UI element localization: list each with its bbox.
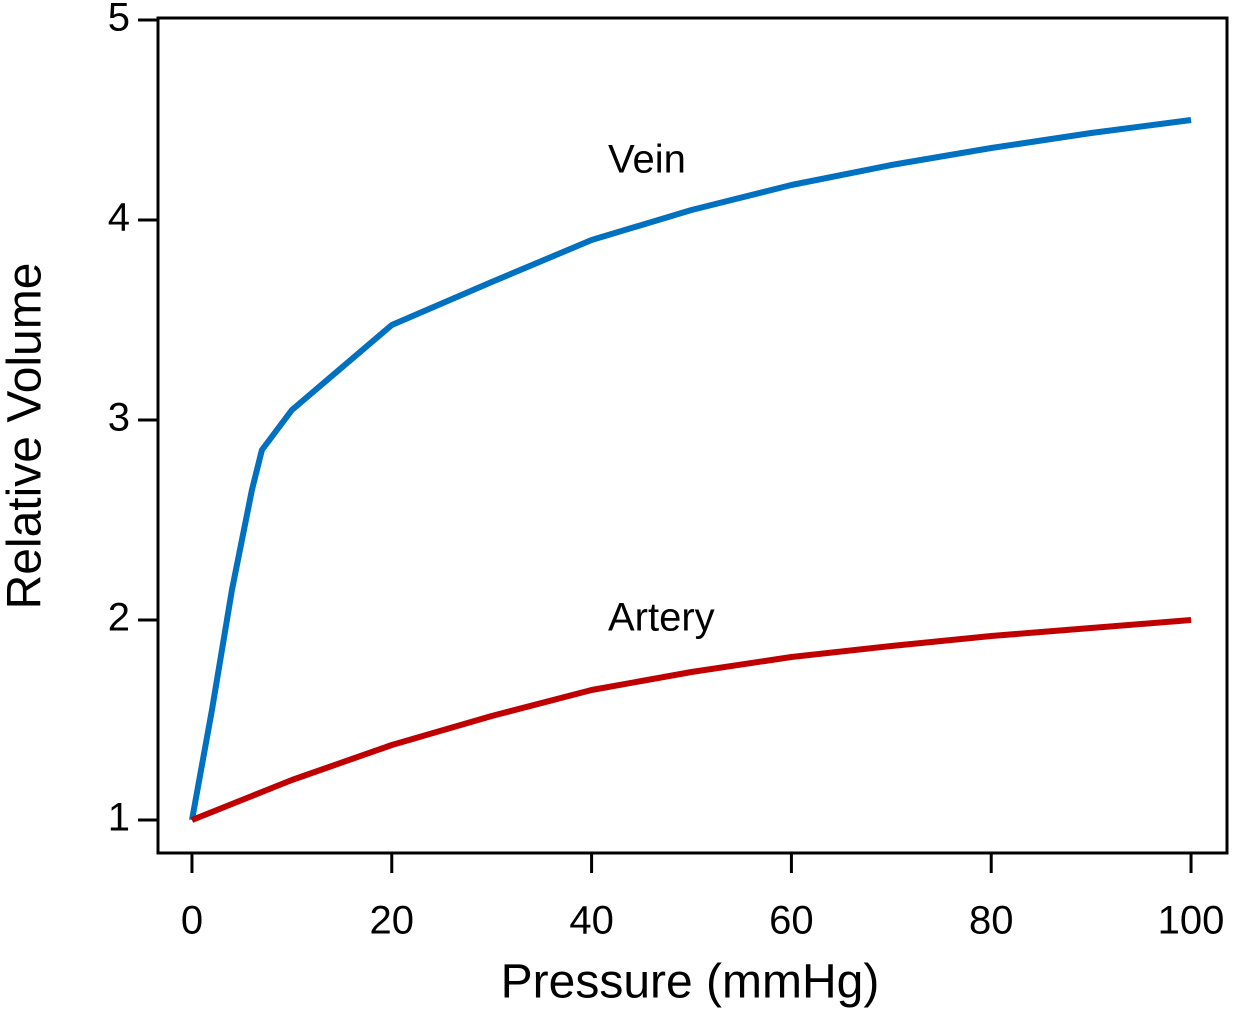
series-label: Vein xyxy=(608,138,686,182)
y-tick-label: 4 xyxy=(108,196,130,240)
plot-frame xyxy=(156,16,1229,855)
series-line xyxy=(189,117,1192,821)
x-tick-label: 60 xyxy=(769,899,814,943)
y-tick-label: 5 xyxy=(108,0,130,40)
x-tick-label: 100 xyxy=(1158,899,1225,943)
x-tick-label: 0 xyxy=(181,899,203,943)
x-axis-title: Pressure (mmHg) xyxy=(501,956,880,1009)
x-tick-label: 40 xyxy=(569,899,614,943)
series-line xyxy=(190,617,1192,823)
y-tick-label: 2 xyxy=(108,596,130,640)
y-tick-label: 1 xyxy=(108,796,130,840)
x-tick-label: 80 xyxy=(969,899,1014,943)
x-tick-label: 20 xyxy=(370,899,415,943)
y-axis-title: Relative Volume xyxy=(0,263,52,610)
y-tick-label: 3 xyxy=(108,396,130,440)
series-label: Artery xyxy=(608,596,715,640)
